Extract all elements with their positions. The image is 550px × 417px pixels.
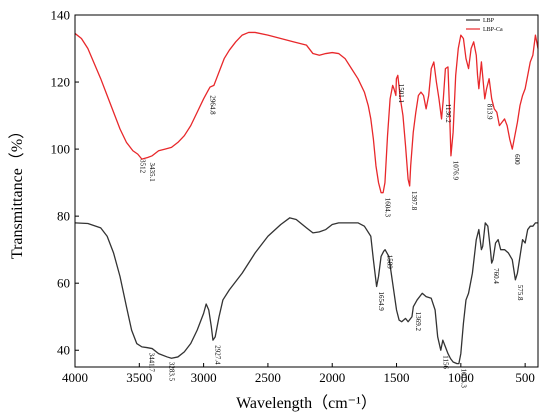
peak-label: 760.4 bbox=[492, 268, 500, 284]
y-axis-title: Transmittance（%） bbox=[8, 123, 26, 259]
x-tick-label: 3000 bbox=[191, 370, 217, 385]
y-tick-label: 140 bbox=[51, 8, 71, 23]
peak-label: 1156 bbox=[441, 355, 449, 369]
peak-label: 2964.8 bbox=[209, 95, 217, 115]
y-tick-label: 100 bbox=[51, 142, 71, 157]
x-axis-ticks: 4000 3500 3000 2500 2000 1500 1000 500 bbox=[62, 363, 535, 385]
legend-label: LBP-Ca bbox=[483, 27, 503, 33]
y-tick-label: 60 bbox=[57, 276, 70, 291]
plot-frame bbox=[74, 14, 539, 368]
x-tick-label: 500 bbox=[515, 370, 535, 385]
x-tick-label: 2500 bbox=[255, 370, 281, 385]
peak-label: 1397.8 bbox=[410, 191, 418, 211]
x-tick-label: 1500 bbox=[384, 370, 410, 385]
peak-label: 1136.2 bbox=[444, 104, 452, 123]
legend: LBP LBP-Ca bbox=[466, 18, 503, 33]
y-tick-label: 80 bbox=[57, 209, 70, 224]
peak-label: 3435.1 bbox=[148, 163, 156, 183]
peak-label: 3283.5 bbox=[168, 362, 176, 382]
peak-label: 1654.9 bbox=[377, 292, 385, 312]
x-tick-label: 3500 bbox=[126, 370, 152, 385]
peak-label: 1589 bbox=[386, 255, 394, 270]
y-tick-label: 120 bbox=[51, 75, 71, 90]
y-tick-label: 40 bbox=[57, 343, 70, 358]
peak-label: 1604.3 bbox=[384, 198, 392, 218]
peak-label: 1015.3 bbox=[459, 369, 467, 389]
legend-label: LBP bbox=[483, 18, 495, 24]
series-line-lbp bbox=[74, 217, 538, 365]
peak-label: 600 bbox=[513, 154, 521, 165]
peak-label: 3441.7 bbox=[147, 353, 155, 373]
peak-label: 1076.9 bbox=[451, 161, 459, 181]
peak-label: 575.8 bbox=[516, 285, 524, 301]
series-layer bbox=[74, 31, 539, 365]
peak-label: 1369.2 bbox=[414, 312, 422, 332]
series-line-lbp-ca bbox=[74, 31, 539, 194]
x-tick-label: 4000 bbox=[62, 370, 88, 385]
peak-label: 813.9 bbox=[485, 104, 493, 120]
x-tick-label: 1000 bbox=[448, 370, 474, 385]
annotation-layer: 3512 3435.1 2964.8 1604.3 1501.1 1397.8 1136.2… bbox=[138, 84, 524, 389]
peak-label: 3512 bbox=[138, 159, 146, 174]
peak-label: 1501.1 bbox=[397, 84, 405, 104]
x-axis-title: Wavelength（cm⁻¹） bbox=[236, 394, 377, 412]
x-tick-label: 2000 bbox=[319, 370, 345, 385]
peak-label: 2927.4 bbox=[213, 345, 221, 365]
y-axis-ticks: 40 60 80 100 120 140 bbox=[51, 8, 79, 358]
